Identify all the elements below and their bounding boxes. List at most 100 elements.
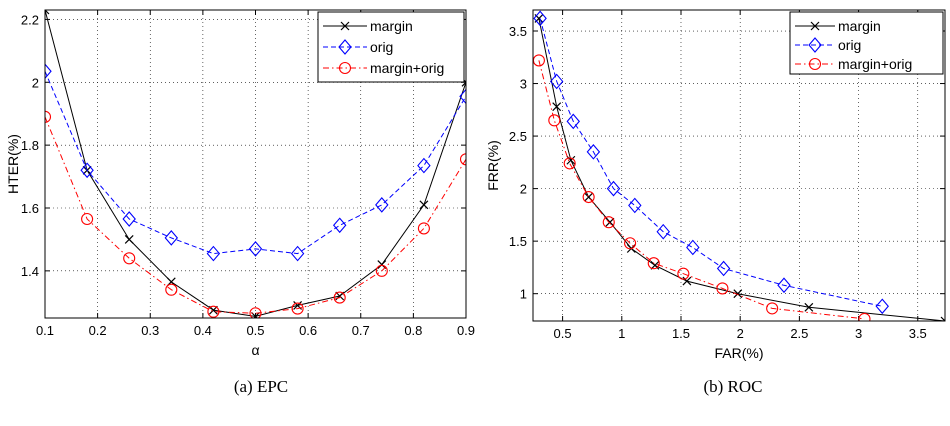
roc-legend-label: orig bbox=[838, 37, 861, 53]
roc-y-tick-label: 1 bbox=[520, 287, 527, 302]
roc-data-point bbox=[586, 143, 601, 160]
epc-data-point bbox=[332, 217, 347, 234]
epc-data-point bbox=[417, 157, 431, 174]
epc-data-point bbox=[251, 312, 260, 318]
epc-series-line bbox=[45, 116, 466, 314]
roc-x-tick-label: 2 bbox=[737, 326, 744, 341]
epc-data-point bbox=[124, 235, 134, 244]
roc-series-margin-orig bbox=[533, 54, 871, 321]
roc-data-point bbox=[804, 302, 814, 312]
roc-x-tick-label: 1 bbox=[618, 326, 625, 341]
roc-data-point bbox=[733, 289, 743, 299]
roc-legend-marker bbox=[810, 21, 820, 31]
epc-data-point bbox=[164, 230, 179, 246]
roc-legend-label: margin bbox=[838, 18, 881, 34]
epc-data-point bbox=[81, 212, 94, 226]
epc-y-axis-label: HTER(%) bbox=[5, 134, 21, 194]
roc-axes-frame bbox=[532, 9, 946, 322]
roc-data-point bbox=[647, 257, 660, 270]
roc-x-tick-label: 3 bbox=[855, 326, 862, 341]
roc-legend-label: margin+orig bbox=[838, 56, 912, 72]
roc-x-tick-label: 1.5 bbox=[672, 326, 690, 341]
roc-caption: (b) ROC bbox=[703, 377, 762, 396]
epc-data-point bbox=[249, 307, 262, 318]
epc-data-point bbox=[122, 211, 136, 227]
epc-data-point bbox=[80, 162, 94, 179]
epc-data-point bbox=[248, 241, 263, 257]
epc-data-point bbox=[45, 63, 52, 80]
epc-legend-marker bbox=[338, 39, 352, 55]
roc-x-tick-label: 0.5 bbox=[554, 326, 572, 341]
roc-data-point bbox=[716, 282, 729, 295]
epc-x-tick-label: 0.3 bbox=[141, 323, 159, 338]
roc-series-line bbox=[539, 18, 883, 307]
roc-x-tick-label: 2.5 bbox=[790, 326, 808, 341]
epc-legend-label: orig bbox=[370, 39, 393, 55]
epc-x-tick-label: 0.2 bbox=[89, 323, 107, 338]
epc-data-point bbox=[206, 245, 221, 262]
roc-y-tick-label: 2 bbox=[520, 182, 527, 197]
epc-x-tick-label: 0.8 bbox=[404, 323, 422, 338]
epc-x-tick-label: 0.7 bbox=[352, 323, 370, 338]
epc-data-point bbox=[45, 10, 50, 15]
epc-legend-marker bbox=[340, 21, 350, 31]
roc-series-line bbox=[538, 60, 865, 320]
epc-axes-frame bbox=[44, 9, 467, 319]
epc-x-axis-label: α bbox=[251, 342, 259, 358]
roc-data-point bbox=[552, 102, 562, 112]
epc-data-point bbox=[375, 264, 388, 277]
roc-chart: 0.5 1 1.5 2 2.5 3 3.511.522.533.5 marginorigmar… bbox=[485, 9, 946, 396]
roc-data-point bbox=[548, 114, 561, 127]
roc-x-tick-label: 3.5 bbox=[909, 326, 927, 341]
roc-data-point bbox=[549, 73, 564, 90]
roc-data-point bbox=[716, 260, 731, 277]
epc-data-point bbox=[375, 197, 389, 213]
roc-series-orig bbox=[533, 10, 889, 315]
epc-chart: 0.1 0.2 0.3 0.4 0.5 0.6 0.7 0.8 0.9 1.4 1.6 1.8 2 2.2… bbox=[5, 9, 475, 396]
roc-data-point bbox=[682, 276, 692, 286]
epc-legend-marker bbox=[338, 61, 352, 75]
epc-data-point bbox=[207, 305, 220, 318]
epc-series-orig bbox=[45, 63, 466, 262]
roc-y-tick-label: 3.5 bbox=[509, 24, 527, 39]
roc-data-point bbox=[602, 216, 615, 229]
roc-legend: margin orig margin+orig bbox=[789, 11, 944, 75]
epc-y-tick-label: 1.8 bbox=[21, 138, 39, 153]
roc-data-point bbox=[582, 190, 595, 204]
epc-legend-label: margin bbox=[370, 18, 413, 34]
epc-data-point bbox=[417, 222, 430, 235]
roc-y-tick-label: 3 bbox=[520, 77, 527, 92]
epc-data-point bbox=[377, 260, 387, 269]
epc-data-point bbox=[459, 88, 466, 105]
roc-data-point bbox=[628, 197, 642, 214]
roc-data-point bbox=[563, 157, 576, 170]
roc-data-point bbox=[566, 113, 580, 130]
epc-data-point bbox=[45, 110, 52, 123]
roc-data-point bbox=[940, 316, 945, 321]
roc-data-point bbox=[686, 239, 700, 256]
epc-data-point bbox=[165, 283, 178, 296]
roc-legend-marker bbox=[808, 37, 822, 53]
roc-data-point bbox=[606, 180, 621, 197]
epc-x-tick-label: 0.9 bbox=[457, 323, 475, 338]
epc-series-line bbox=[45, 71, 466, 255]
epc-y-tick-label: 1.6 bbox=[21, 201, 39, 216]
roc-data-point bbox=[875, 298, 889, 315]
roc-data-point bbox=[858, 312, 871, 321]
roc-data-point bbox=[677, 267, 690, 280]
roc-data-point bbox=[766, 302, 779, 315]
epc-data-point bbox=[333, 291, 346, 304]
roc-data-point bbox=[624, 237, 637, 250]
epc-y-tick-label: 2 bbox=[32, 75, 39, 90]
roc-y-axis-label: FRR(%) bbox=[485, 140, 501, 191]
epc-series-margin-orig bbox=[45, 110, 466, 318]
epc-legend-label: margin+orig bbox=[370, 60, 444, 76]
roc-y-tick-label: 1.5 bbox=[509, 234, 527, 249]
roc-data-point bbox=[605, 217, 615, 227]
roc-legend-box bbox=[789, 11, 944, 75]
epc-caption: (a) EPC bbox=[234, 377, 288, 396]
epc-x-tick-label: 0.1 bbox=[36, 323, 54, 338]
epc-x-tick-label: 0.6 bbox=[299, 323, 317, 338]
